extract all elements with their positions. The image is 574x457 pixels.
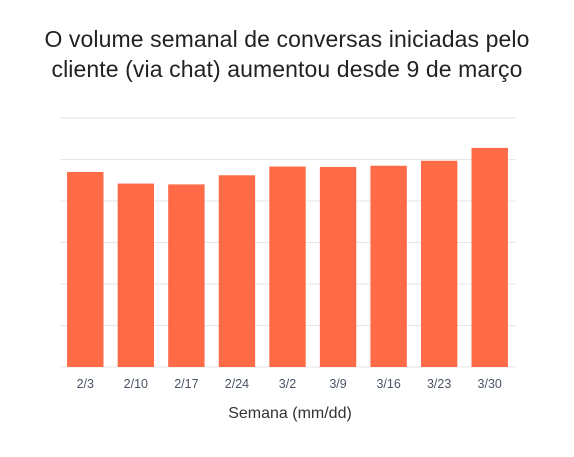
- x-tick-label: 2/17: [174, 377, 198, 391]
- x-tick-label: 2/24: [225, 377, 249, 391]
- x-tick-label: 3/2: [279, 377, 296, 391]
- x-tick-label: 3/30: [478, 377, 502, 391]
- bars: [67, 147, 508, 367]
- chart-title-line-2: cliente (via chat) aumentou desde 9 de m…: [51, 56, 523, 82]
- x-tick-label: 3/9: [329, 377, 346, 391]
- bar-3-2: [269, 166, 306, 367]
- x-tick-label: 2/3: [77, 377, 94, 391]
- x-tick-label: 2/10: [124, 377, 148, 391]
- bar-2-24: [218, 175, 256, 367]
- chart-title-line-1: O volume semanal de conversas iniciadas …: [44, 26, 530, 52]
- bar-3-16: [370, 165, 407, 367]
- bar-2-10: [117, 183, 155, 367]
- bar-2-3: [67, 171, 104, 367]
- x-tick-label: 3/23: [427, 377, 451, 391]
- bar-3-9: [319, 166, 357, 367]
- chart-title: O volume semanal de conversas iniciadas …: [0, 24, 574, 84]
- x-axis-label: Semana (mm/dd): [228, 405, 352, 422]
- x-tick-labels: 2/3 2/10 2/17 2/24 3/2 3/9 3/16 3/23 3/30: [77, 377, 502, 391]
- x-tick-label: 3/16: [376, 377, 400, 391]
- bar-2-17: [168, 184, 205, 367]
- bar-3-30: [471, 147, 508, 367]
- bar-3-23: [420, 160, 458, 367]
